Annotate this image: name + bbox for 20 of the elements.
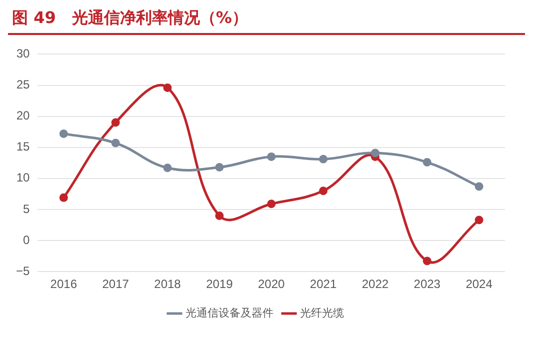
- y-tick-label: 10: [16, 170, 30, 185]
- y-tick-label: 0: [22, 232, 30, 247]
- y-tick-label: 25: [16, 78, 30, 92]
- x-tick-label: 2016: [50, 277, 78, 292]
- x-tick-label: 2021: [310, 277, 337, 292]
- x-tick-label: 2022: [362, 277, 389, 292]
- y-tick-label: 15: [16, 140, 30, 154]
- x-tick-label: 2019: [206, 277, 234, 292]
- y-tick-label: 5: [22, 202, 30, 216]
- x-tick-label: 2017: [102, 277, 130, 292]
- legend-label: 光通信设备及器件: [186, 306, 274, 320]
- x-tick-label: 2018: [154, 277, 182, 292]
- x-tick-label: 2020: [258, 277, 286, 292]
- y-tick-label: −5: [16, 264, 30, 278]
- y-tick-label: 30: [16, 46, 30, 61]
- chart-title: 图 49 光通信净利率情况（%）: [8, 8, 525, 35]
- x-tick-label: 2023: [414, 277, 441, 292]
- legend-label: 光纤光缆: [300, 306, 344, 320]
- x-tick-label: 2024: [466, 277, 493, 292]
- y-tick-label: 20: [16, 108, 30, 123]
